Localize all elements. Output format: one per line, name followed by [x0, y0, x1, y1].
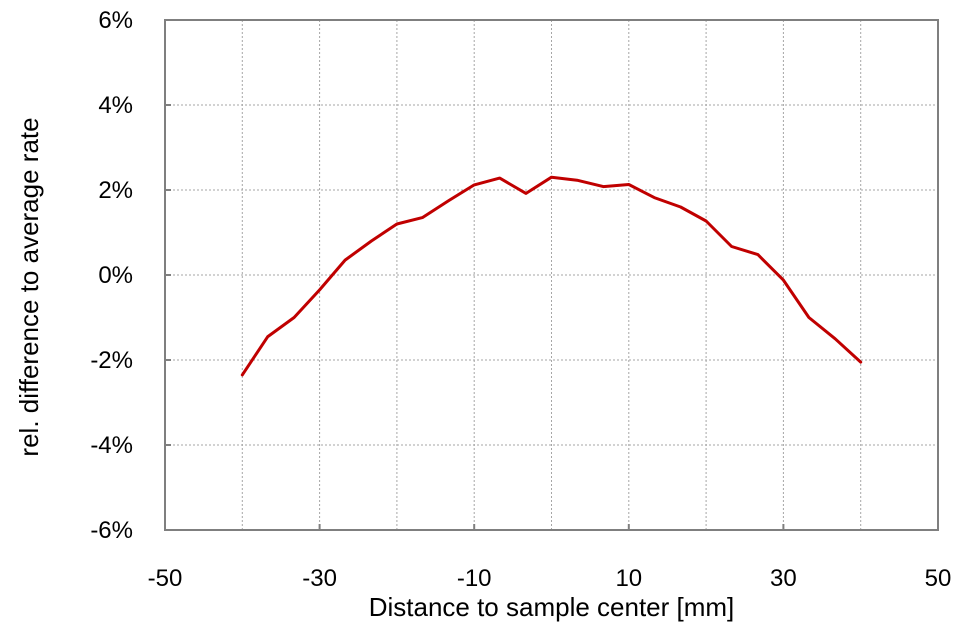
- y-tick-label: 4%: [98, 92, 133, 119]
- x-tick-label: -50: [148, 565, 183, 592]
- y-tick-label: -6%: [90, 517, 133, 544]
- series-line: [240, 175, 863, 377]
- x-tick-label: 30: [770, 565, 797, 592]
- y-axis-title: rel. difference to average rate: [14, 117, 44, 456]
- x-tick-label: -10: [457, 565, 492, 592]
- y-tick-label: 6%: [98, 7, 133, 34]
- data-series: [240, 175, 863, 377]
- y-tick-label: 0%: [98, 262, 133, 289]
- axis-ticks: [164, 19, 939, 531]
- x-tick-label: 50: [925, 565, 952, 592]
- y-axis-tick-labels: -6% -4% -2% 0% 2% 4% 6%: [90, 7, 133, 544]
- x-tick-label: -30: [302, 565, 337, 592]
- x-axis-tick-labels: -50 -30 -10 10 30 50: [148, 565, 952, 592]
- gridlines: [165, 20, 938, 530]
- x-axis-title: Distance to sample center [mm]: [369, 592, 735, 622]
- y-tick-label: -4%: [90, 432, 133, 459]
- y-tick-label: -2%: [90, 347, 133, 374]
- x-tick-label: 10: [615, 565, 642, 592]
- y-tick-label: 2%: [98, 177, 133, 204]
